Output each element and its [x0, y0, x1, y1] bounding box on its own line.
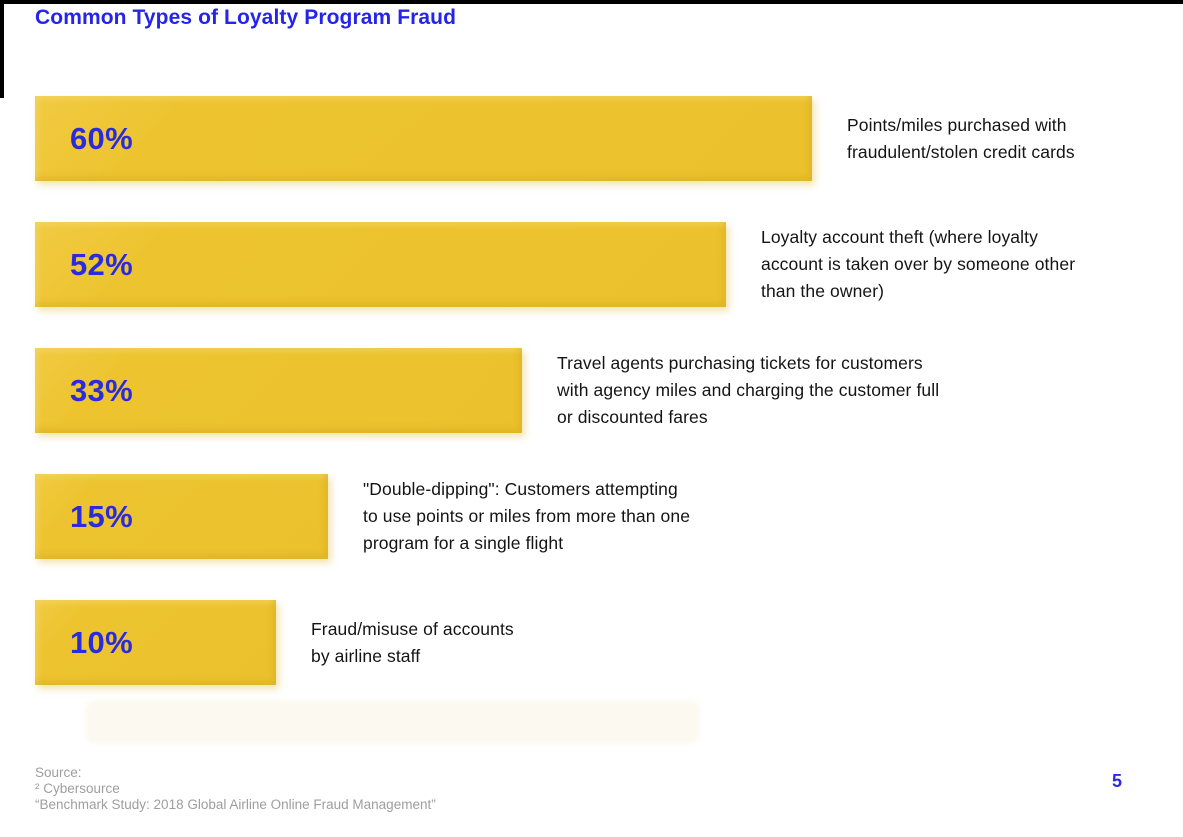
bar-value-label: 33% — [70, 372, 133, 408]
chart-row: 10% Fraud/misuse of accounts by airline … — [35, 600, 1183, 685]
bar-category-label: Fraud/misuse of accounts by airline staf… — [311, 618, 514, 666]
bar-category-label: Points/miles purchased with fraudulent/s… — [847, 114, 1075, 162]
bar-4: 10% — [35, 600, 276, 685]
bar-value-label: 15% — [70, 498, 133, 534]
bar-3: 15% — [35, 474, 328, 559]
bar-value-label: 52% — [70, 246, 133, 282]
top-border-line — [0, 0, 1183, 4]
chart-row: 15% "Double-dipping": Customers attempti… — [35, 474, 1183, 559]
chart-row: 52% Loyalty account theft (where loyalty… — [35, 222, 1183, 307]
page-title: Common Types of Loyalty Program Fraud — [35, 6, 457, 29]
page-number: 5 — [1112, 771, 1123, 791]
bar-0: 60% — [35, 96, 812, 181]
bar-value-label: 60% — [70, 120, 133, 156]
source-note: Source: ² Cybersource “Benchmark Study: … — [35, 765, 436, 812]
chart-row: 33% Travel agents purchasing tickets for… — [35, 348, 1183, 433]
bar-2: 33% — [35, 348, 522, 433]
bar-category-label: Loyalty account theft (where loyalty acc… — [761, 227, 1076, 301]
bar-category-label: "Double-dipping": Customers attempting t… — [363, 479, 691, 553]
ghost-bar-artifact — [85, 700, 700, 744]
chart-row: 60% Points/miles purchased with fraudule… — [35, 96, 1183, 181]
bar-chart: 60% Points/miles purchased with fraudule… — [35, 96, 1183, 726]
bar-category-label: Travel agents purchasing tickets for cus… — [557, 353, 940, 427]
bar-1: 52% — [35, 222, 726, 307]
bar-value-label: 10% — [70, 624, 133, 660]
left-border-line — [0, 0, 4, 98]
